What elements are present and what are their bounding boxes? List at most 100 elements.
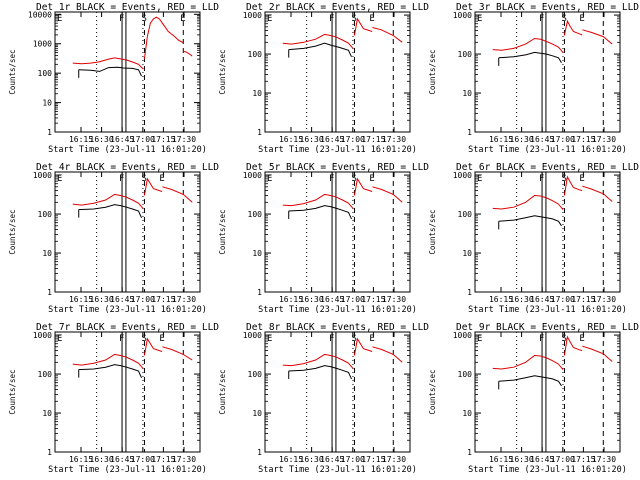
- series-black-segment: [288, 365, 352, 380]
- series-red-segment: [582, 345, 613, 362]
- series-red-segment: [563, 19, 583, 36]
- marker-letter: F: [119, 14, 124, 24]
- plot-frame: [54, 11, 201, 133]
- y-tick-label: 10: [252, 409, 262, 418]
- x-tick-label: 16:45: [110, 295, 134, 304]
- y-tick-label: 10: [462, 409, 472, 418]
- plot-frame: [474, 11, 621, 133]
- y-tick-label: 10: [42, 249, 52, 258]
- y-tick-label: 100: [458, 210, 473, 219]
- y-tick-label: 1000: [33, 40, 52, 49]
- x-tick-label: 17:30: [382, 455, 406, 464]
- y-tick-label: 1000: [243, 331, 262, 340]
- y-axis-label: Counts/sec: [8, 209, 17, 254]
- y-tick-label: 100: [38, 370, 53, 379]
- x-tick-label: 17:15: [571, 135, 595, 144]
- marker-letter: F: [329, 334, 334, 344]
- x-tick-label: 17:15: [571, 455, 595, 464]
- panel-det-3: Det 3r BLACK = Events, RED = LLD 1 10 100 10…: [428, 2, 639, 155]
- x-axis-label: Start Time (23-Jul-11 16:01:20): [48, 465, 207, 475]
- x-tick-label: 16:15: [489, 455, 513, 464]
- x-tick-label: 17:15: [571, 295, 595, 304]
- x-axis-label: Start Time (23-Jul-11 16:01:20): [48, 305, 207, 315]
- y-tick-label: 100: [248, 210, 263, 219]
- y-tick-label: 100: [458, 370, 473, 379]
- marker-letter: E: [477, 334, 482, 344]
- x-tick-label: 16:30: [510, 135, 534, 144]
- marker-letter: E: [579, 174, 584, 184]
- plot-frame: [474, 171, 621, 293]
- marker-letter: E: [159, 334, 164, 344]
- plot-frame: [474, 331, 621, 453]
- marker-letter: F: [539, 174, 544, 184]
- marker-letter: E: [267, 334, 272, 344]
- panel-det-1: Det 1r BLACK = Events, RED = LLD 1 10 100 10…: [8, 2, 219, 155]
- marker-letter: E: [57, 334, 62, 344]
- y-tick-label: 1000: [453, 171, 472, 180]
- panel-title: Det 5r BLACK = Events, RED = LLD: [246, 162, 429, 173]
- x-tick-label: 16:15: [69, 455, 93, 464]
- x-tick-label: 16:45: [110, 455, 134, 464]
- marker-letter: F: [329, 14, 334, 24]
- x-tick-label: 16:30: [90, 135, 114, 144]
- y-axis-label: Counts/sec: [218, 209, 227, 254]
- y-axis-label: Counts/sec: [218, 369, 227, 414]
- y-tick-label: 1000: [33, 331, 52, 340]
- x-tick-label: 16:30: [300, 295, 324, 304]
- x-tick-label: 16:30: [300, 455, 324, 464]
- series-red-segment: [492, 37, 564, 53]
- series-red-segment: [162, 186, 193, 203]
- x-tick-label: 17:15: [151, 455, 175, 464]
- series-red-segment: [143, 177, 163, 196]
- x-axis-label: Start Time (23-Jul-11 16:01:20): [258, 305, 417, 315]
- marker-letter: E: [267, 174, 272, 184]
- y-tick-label: 1000: [243, 171, 262, 180]
- marker-letter: F: [119, 174, 124, 184]
- x-tick-label: 16:15: [69, 135, 93, 144]
- plot-frame: [264, 331, 411, 453]
- x-tick-label: 16:15: [489, 295, 513, 304]
- panel-title: Det 8r BLACK = Events, RED = LLD: [246, 322, 429, 333]
- y-tick-label: 1: [47, 288, 52, 297]
- x-tick-label: 16:30: [300, 135, 324, 144]
- series-red-segment: [492, 194, 564, 210]
- marker-letter: S: [141, 14, 146, 24]
- plot-frame: [54, 171, 201, 293]
- x-axis-label: Start Time (23-Jul-11 16:01:20): [258, 145, 417, 155]
- y-axis-label: Counts/sec: [428, 209, 437, 254]
- plot-frame: [54, 331, 201, 453]
- y-tick-label: 10: [42, 409, 52, 418]
- x-tick-label: 17:00: [131, 135, 155, 144]
- marker-letter: E: [369, 334, 374, 344]
- panel-title: Det 3r BLACK = Events, RED = LLD: [456, 2, 639, 13]
- marker-letter: E: [57, 174, 62, 184]
- y-axis-label: Counts/sec: [428, 369, 437, 414]
- series-red-segment: [582, 29, 613, 45]
- x-tick-label: 16:15: [279, 455, 303, 464]
- series-red-segment: [372, 346, 403, 363]
- y-tick-label: 1: [257, 128, 262, 137]
- x-tick-label: 16:45: [530, 135, 554, 144]
- marker-letter: E: [369, 14, 374, 24]
- x-tick-label: 16:30: [510, 295, 534, 304]
- x-tick-label: 17:15: [361, 455, 385, 464]
- series-red-segment: [372, 27, 403, 43]
- y-tick-label: 1000: [243, 11, 262, 20]
- series-red-segment: [353, 17, 373, 36]
- x-tick-label: 17:30: [592, 295, 616, 304]
- marker-letter: S: [561, 14, 566, 24]
- x-tick-label: 16:15: [489, 135, 513, 144]
- marker-letter: E: [579, 14, 584, 24]
- marker-letter: E: [267, 14, 272, 24]
- y-tick-label: 1: [257, 448, 262, 457]
- marker-letter: E: [369, 174, 374, 184]
- x-tick-label: 17:30: [172, 295, 196, 304]
- x-tick-label: 16:15: [279, 295, 303, 304]
- series-red-segment: [492, 354, 564, 370]
- x-tick-label: 16:15: [69, 295, 93, 304]
- plot-frame: [264, 11, 411, 133]
- series-red-segment: [162, 346, 193, 361]
- x-tick-label: 16:30: [90, 455, 114, 464]
- panel-title: Det 9r BLACK = Events, RED = LLD: [456, 322, 639, 333]
